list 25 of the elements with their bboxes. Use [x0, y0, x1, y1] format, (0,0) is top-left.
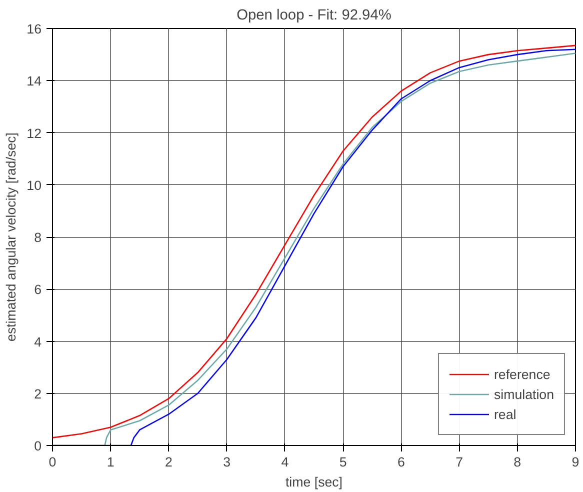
y-tick-label: 16 — [26, 22, 42, 36]
x-tick-label: 6 — [397, 454, 405, 470]
x-tick-label: 9 — [572, 454, 580, 470]
x-tick-label: 7 — [456, 454, 463, 470]
legend-label: simulation — [494, 386, 554, 402]
legend-label: real — [494, 406, 516, 422]
x-tick-label: 3 — [223, 454, 231, 470]
x-tick-label: 8 — [514, 454, 522, 470]
y-tick-label: 2 — [34, 386, 42, 402]
y-tick-label: 12 — [26, 126, 42, 141]
x-tick-label: 1 — [106, 454, 114, 470]
y-axis-title: estimated angular velocity [rad/sec] — [4, 132, 19, 342]
y-tick-label: 8 — [34, 230, 42, 245]
x-tick-label: 4 — [281, 454, 290, 470]
y-tick-label: 4 — [34, 334, 42, 350]
y-tick-label: 10 — [26, 178, 42, 193]
x-axis-title: time [sec] — [285, 474, 343, 490]
legend-label: reference — [494, 366, 550, 382]
y-tick-label: 0 — [34, 438, 42, 454]
chart-title: Open loop - Fit: 92.94% — [236, 8, 392, 24]
y-tick-label: 6 — [34, 282, 42, 298]
x-tick-label: 2 — [165, 454, 172, 470]
x-tick-label: 5 — [339, 454, 347, 470]
y-tick-label: 14 — [26, 74, 42, 89]
x-tick-label: 0 — [48, 454, 56, 470]
